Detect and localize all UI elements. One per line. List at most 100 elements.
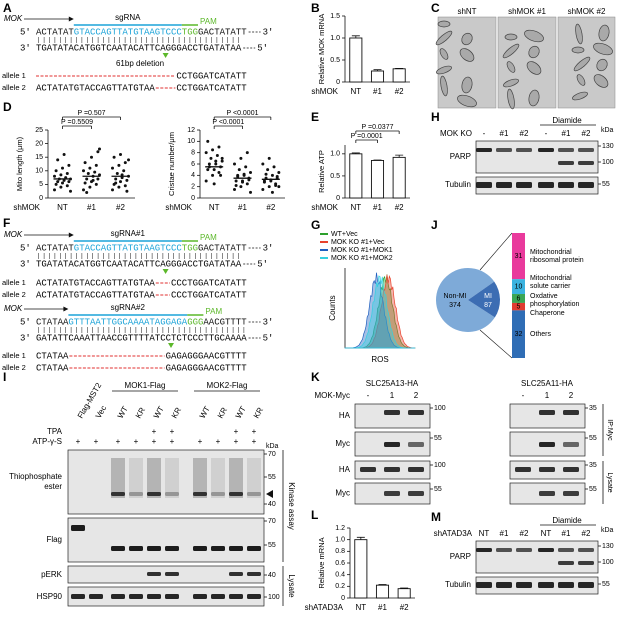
blot-band — [538, 148, 554, 152]
data-point — [123, 161, 127, 165]
x-tick-label: #2 — [395, 87, 404, 96]
lane-label: - — [522, 391, 525, 400]
y-tick-label: 1.2 — [335, 525, 345, 532]
blot-band — [165, 492, 179, 496]
y-tick-label: 0 — [39, 195, 43, 202]
strand-end: 5' — [263, 333, 274, 343]
sequence: GTACCAGTTATGTAAGTCCC — [74, 27, 183, 37]
mitochondrion — [596, 58, 608, 72]
blot-band — [558, 561, 574, 565]
strand-end: 3' — [263, 27, 274, 37]
blot-label: PARP — [450, 552, 471, 561]
data-point — [127, 158, 130, 162]
sequence: GGG — [187, 317, 203, 327]
sequence: GTTTAATTGGCAAAATAGGAGA — [68, 317, 187, 327]
gene-name: MOK — [4, 14, 23, 23]
blot-label: Thiophosphate — [9, 472, 62, 481]
panel-label: C — [431, 1, 440, 15]
blot-band — [384, 491, 400, 496]
y-tick-label: 0 — [341, 595, 345, 602]
mitochondrion — [504, 33, 518, 41]
blot-band — [408, 410, 424, 415]
blot-smear — [147, 458, 161, 498]
segment-value: 5 — [517, 304, 521, 311]
segment-label: solute carrier — [530, 283, 571, 290]
lane-label: WT — [116, 405, 130, 420]
marker-label: 100 — [602, 159, 614, 166]
y-tick-label: 0 — [336, 195, 340, 202]
y-tick-label: 6 — [191, 161, 195, 168]
data-point — [125, 189, 129, 193]
blot-band — [111, 594, 125, 599]
x-axis-label: shMOK — [165, 203, 192, 212]
mitochondrion — [459, 48, 475, 62]
blot-band — [496, 548, 512, 552]
section-label: Lysate — [287, 574, 296, 598]
segment-label: Oxdative — [530, 293, 558, 300]
unit-label: kDa — [601, 127, 614, 134]
mitochondrion — [461, 32, 473, 46]
marker-label: 35 — [589, 462, 597, 469]
sequence: GACTATATT — [198, 243, 247, 253]
blot-band — [165, 572, 179, 576]
x-tick-label: NT — [209, 203, 220, 212]
x-tick-label: NT — [355, 603, 366, 612]
mitochondrion — [528, 89, 540, 107]
group-label: SLC25A11-HA — [521, 379, 574, 388]
blot-band — [563, 442, 579, 447]
mitochondrion — [526, 61, 542, 75]
mitochondrion — [576, 74, 586, 86]
blot-band — [360, 467, 376, 472]
unit-label: kDa — [266, 443, 279, 450]
data-point — [242, 172, 246, 176]
data-point — [245, 182, 249, 186]
data-point — [266, 168, 270, 172]
condition-sign: + — [234, 437, 239, 446]
data-point — [123, 184, 127, 188]
data-point — [270, 190, 274, 194]
y-axis-label: Relative MOK mRNA — [317, 14, 326, 84]
condition-sign: + — [252, 427, 257, 436]
data-point — [264, 172, 268, 176]
data-point — [215, 154, 219, 157]
blot-band — [563, 410, 579, 415]
allele-name: allele 1 — [2, 71, 26, 80]
p-value: P =0.5509 — [61, 119, 93, 126]
segment-label: Others — [530, 331, 552, 338]
lane-label: WT — [198, 405, 212, 420]
marker-label: 100 — [434, 462, 446, 469]
blot — [509, 403, 586, 429]
blot-band — [476, 148, 492, 152]
data-point — [245, 151, 249, 155]
mitochondrion — [506, 61, 516, 73]
data-point — [111, 166, 114, 170]
blot-band — [211, 492, 225, 496]
y-tick-label: 0.2 — [335, 583, 345, 590]
strand-end: 3' — [263, 243, 274, 253]
mitochondrion — [593, 74, 609, 88]
data-point — [209, 156, 213, 160]
lane-label: Vec — [94, 404, 108, 420]
data-point — [267, 156, 271, 160]
lane-label: - — [483, 129, 486, 138]
y-tick-label: 10 — [187, 138, 195, 145]
panel-label: G — [311, 218, 320, 232]
blot — [67, 449, 265, 515]
marker-label: 130 — [602, 543, 614, 550]
data-point — [83, 181, 87, 185]
strand-end: 3' — [20, 333, 31, 343]
marker-label: 130 — [602, 143, 614, 150]
data-point — [86, 172, 90, 176]
y-tick-label: 0.5 — [330, 173, 340, 180]
blot-band — [539, 491, 555, 496]
data-point — [277, 171, 281, 174]
mitochondrion — [528, 45, 540, 59]
data-point — [217, 145, 221, 149]
blot-band — [578, 182, 594, 188]
data-point — [117, 185, 121, 189]
condition-sign: + — [170, 427, 175, 436]
data-point — [83, 161, 87, 165]
blot-smear — [247, 458, 261, 498]
panel-label: B — [311, 1, 320, 15]
data-point — [117, 163, 121, 167]
